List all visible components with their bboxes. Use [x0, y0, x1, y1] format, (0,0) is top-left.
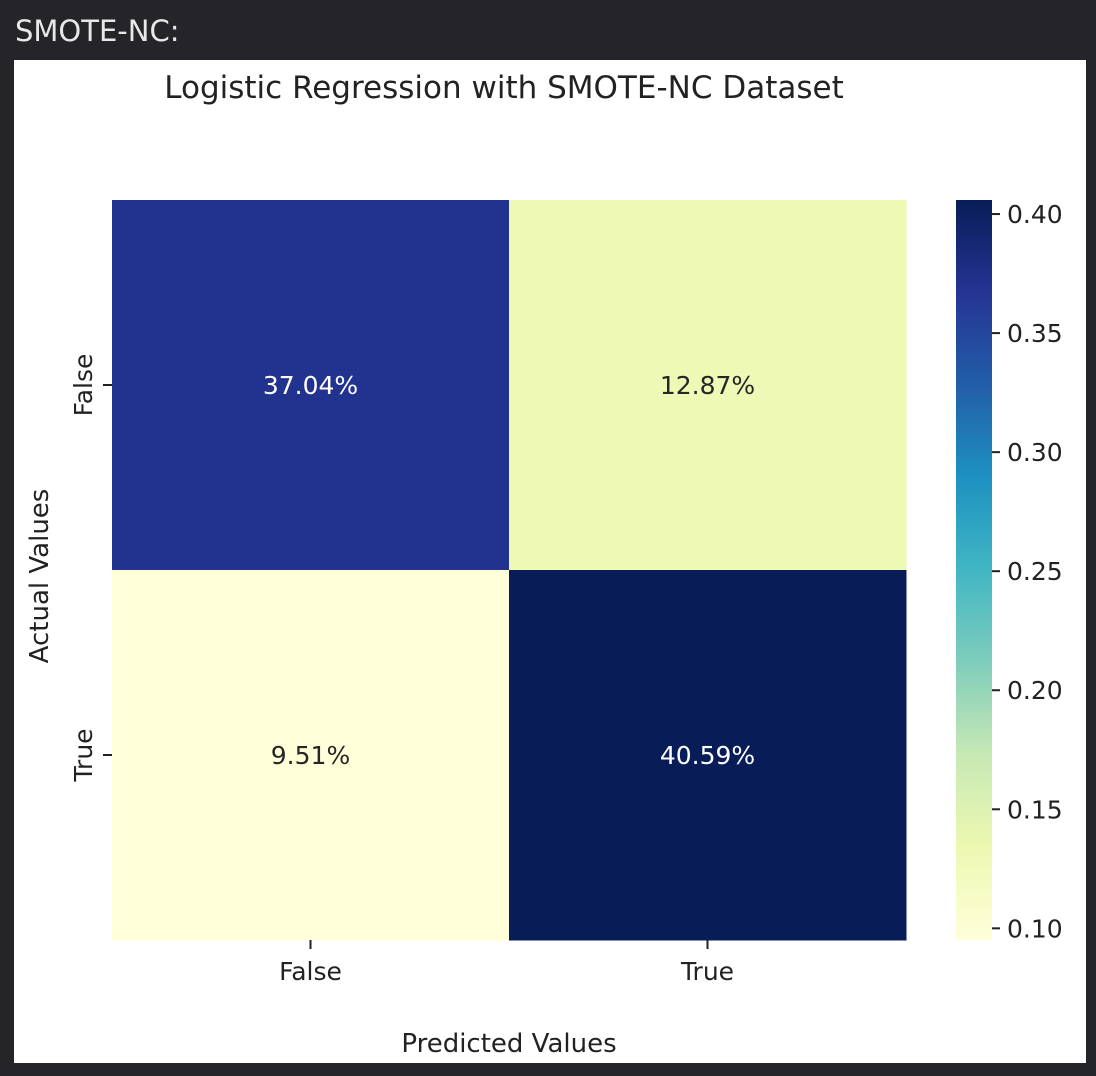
x-tick-label: True — [680, 957, 734, 986]
heatmap-cell-false-true — [509, 200, 907, 571]
cell-annotation: 37.04% — [263, 371, 358, 400]
colorbar-tick-label: 0.40 — [1007, 200, 1063, 229]
colorbar-tick-label: 0.35 — [1007, 319, 1063, 348]
heatmap-chart: Logistic Regression with SMOTE-NC Datase… — [25, 70, 1063, 1059]
x-tick-label: False — [279, 957, 342, 986]
colorbar-tick-label: 0.30 — [1007, 438, 1063, 467]
chart-title: Logistic Regression with SMOTE-NC Datase… — [164, 70, 843, 106]
y-tick-label: True — [69, 728, 98, 782]
output-area: Logistic Regression with SMOTE-NC Datase… — [14, 60, 1086, 1063]
cell-annotation: 12.87% — [660, 371, 755, 400]
cell-annotation: 9.51% — [271, 741, 350, 770]
cell-annotation: 40.59% — [660, 741, 755, 770]
heatmap-cell-true-false — [112, 570, 510, 941]
colorbar — [956, 200, 992, 940]
colorbar-tick-label: 0.25 — [1007, 557, 1063, 586]
heatmap-cell-false-false — [112, 200, 510, 571]
cell-output-label: SMOTE-NC: — [15, 14, 180, 48]
y-tick-label: False — [69, 354, 98, 417]
y-axis-label: Actual Values — [25, 489, 55, 664]
colorbar-tick-label: 0.20 — [1007, 676, 1063, 705]
colorbar-tick-label: 0.10 — [1007, 914, 1063, 943]
x-axis-label: Predicted Values — [401, 1029, 616, 1059]
heatmap-cell-true-true — [509, 570, 907, 941]
colorbar-tick-label: 0.15 — [1007, 795, 1063, 824]
